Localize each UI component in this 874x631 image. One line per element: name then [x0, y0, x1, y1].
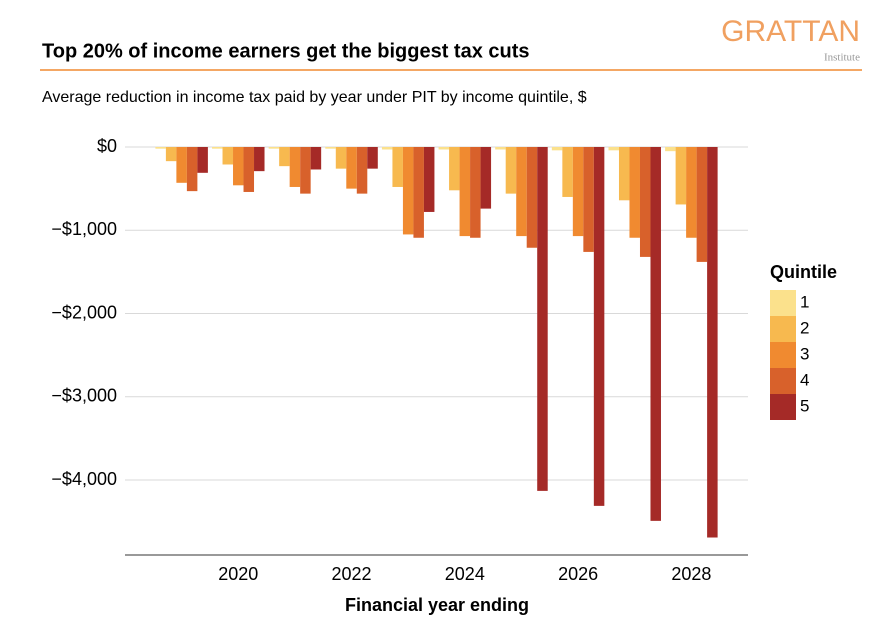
bar: [526, 147, 538, 248]
legend-swatch: [770, 342, 796, 368]
bar: [480, 147, 492, 209]
logo-subtitle: Institute: [824, 52, 860, 64]
bar: [665, 147, 676, 152]
y-tick-label: −$1,000: [51, 219, 117, 239]
bar: [165, 147, 177, 162]
legend-label: 5: [800, 396, 809, 415]
chart-title: Top 20% of income earners get the bigges…: [42, 40, 530, 62]
bar: [639, 147, 651, 257]
legend-swatch: [770, 394, 796, 420]
bar: [593, 147, 605, 506]
x-tick-label: 2028: [671, 564, 711, 584]
bar: [551, 147, 563, 151]
bar: [438, 147, 450, 150]
subtitle: Average reduction in income tax paid by …: [42, 89, 587, 106]
bar: [459, 147, 471, 237]
bar: [310, 147, 322, 170]
bar: [608, 147, 619, 151]
bar: [268, 147, 280, 149]
legend-title: Quintile: [770, 262, 837, 282]
bar: [413, 147, 424, 238]
bar: [495, 147, 506, 150]
bar: [449, 147, 460, 191]
bar: [572, 147, 584, 237]
y-tick-label: −$4,000: [51, 469, 117, 489]
bar: [325, 147, 336, 149]
bar: [392, 147, 403, 187]
bar: [243, 147, 255, 192]
bar: [505, 147, 517, 194]
legend-swatch: [770, 368, 796, 394]
logo: GRATTAN: [721, 15, 860, 48]
legend-swatch: [770, 290, 796, 316]
bar: [423, 147, 435, 212]
y-tick-label: −$3,000: [51, 386, 117, 406]
x-tick-label: 2026: [558, 564, 598, 584]
bar: [335, 147, 347, 169]
bar: [675, 147, 687, 205]
bar: [562, 147, 573, 197]
bar: [254, 147, 265, 172]
bar: [629, 147, 640, 238]
legend-label: 1: [800, 292, 809, 311]
bar: [222, 147, 234, 165]
bar: [289, 147, 301, 187]
bar: [346, 147, 357, 189]
bar: [583, 147, 594, 252]
x-tick-label: 2022: [332, 564, 372, 584]
bar: [537, 147, 548, 491]
bar: [367, 147, 378, 169]
legend-label: 3: [800, 344, 809, 363]
x-axis-label: Financial year ending: [345, 595, 529, 615]
bar: [186, 147, 198, 192]
legend-swatch: [770, 316, 796, 342]
bar: [696, 147, 708, 262]
bar: [707, 147, 718, 538]
bar: [155, 147, 166, 149]
bar: [470, 147, 481, 238]
y-tick-label: −$2,000: [51, 302, 117, 322]
y-tick-label: $0: [97, 136, 117, 156]
bar: [300, 147, 311, 194]
bar: [176, 147, 187, 183]
bar: [516, 147, 527, 237]
bar: [279, 147, 290, 167]
bar: [381, 147, 393, 150]
x-tick-label: 2024: [445, 564, 485, 584]
bar: [402, 147, 414, 235]
x-tick-label: 2020: [218, 564, 258, 584]
legend-label: 4: [800, 370, 809, 389]
bar: [212, 147, 223, 149]
bar: [686, 147, 697, 238]
bar: [197, 147, 208, 173]
bar: [618, 147, 630, 201]
bar: [233, 147, 244, 186]
bar: [356, 147, 368, 194]
bar: [650, 147, 661, 521]
legend-label: 2: [800, 318, 809, 337]
